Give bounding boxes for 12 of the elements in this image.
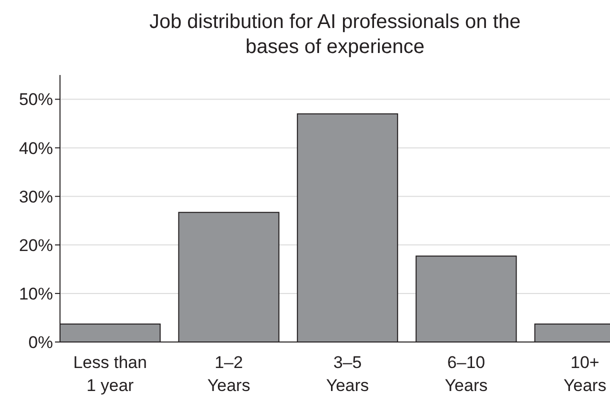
y-tick-label: 20% xyxy=(18,236,53,255)
x-tick-label: 10+ Years xyxy=(563,353,606,395)
y-tick-label: 0% xyxy=(28,332,53,352)
x-tick-label: 6–10 Years xyxy=(444,353,488,395)
y-tick-label: 50% xyxy=(18,90,53,110)
x-tick-label: 1–2 Years xyxy=(207,353,250,395)
chart-title: Job distribution for AI professionals on the bases of experience xyxy=(149,11,521,58)
y-tick-label: 40% xyxy=(18,138,53,158)
y-tick-label: 10% xyxy=(18,284,53,304)
x-tick-label: 3–5 Years xyxy=(326,353,369,395)
y-tick-label: 30% xyxy=(18,187,53,206)
x-tick-label: Less than 1 year xyxy=(73,353,147,395)
